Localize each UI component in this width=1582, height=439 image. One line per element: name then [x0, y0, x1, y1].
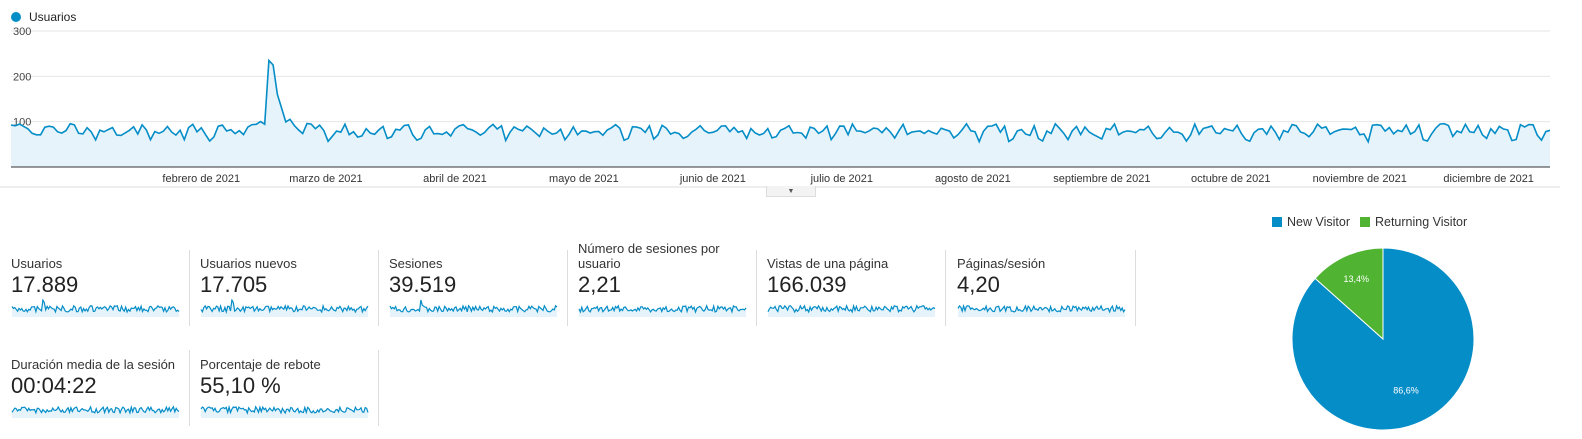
metric-label: Páginas/sesión	[957, 256, 1046, 271]
metric-value: 2,21	[578, 272, 621, 297]
sparkline	[200, 299, 369, 317]
y-tick-label: 100	[13, 117, 31, 129]
x-tick-label: agosto de 2021	[935, 173, 1011, 185]
series-dot-icon	[11, 12, 21, 22]
sparkline-line	[578, 303, 747, 314]
metric-label: Usuarios nuevos	[200, 256, 297, 271]
legend-label: New Visitor	[1287, 215, 1350, 229]
divider	[189, 250, 190, 326]
sparkline	[11, 404, 180, 418]
x-tick-label: octubre de 2021	[1191, 173, 1271, 185]
sparkline-area	[579, 305, 746, 317]
users-line-chart[interactable]: 100 200 300 febrero de 2021 marzo de 2021 abr…	[0, 25, 1560, 195]
metric-label: Duración media de la sesión	[11, 357, 176, 372]
sparkline-area	[958, 305, 1125, 317]
metric-value: 39.519	[389, 272, 457, 297]
divider	[945, 250, 946, 326]
sparkline-line	[11, 404, 180, 415]
pie-slice-label: 86,6%	[1393, 385, 1419, 395]
x-tick-label: junio de 2021	[679, 173, 746, 185]
metric-pages-per-session[interactable]: Páginas/sesión 4,20	[957, 241, 1135, 317]
legend-item-new-visitor[interactable]: New Visitor	[1272, 215, 1350, 229]
metric-label: Número de sesiones por usuario	[578, 241, 720, 271]
metric-sessions[interactable]: Sesiones 39.519	[389, 241, 567, 317]
divider	[567, 250, 568, 326]
visitor-type-pie-chart[interactable]: 86,6% 13,4%	[1290, 246, 1476, 432]
sparkline-line	[389, 299, 558, 314]
sparkline	[578, 303, 747, 317]
metric-value: 17.705	[200, 272, 268, 297]
x-tick-label: mayo de 2021	[549, 173, 619, 185]
pie-slice-returning-visitor	[1314, 247, 1384, 341]
y-tick-label: 200	[13, 71, 31, 83]
metric-value: 55,10 %	[200, 373, 281, 398]
x-tick-label: marzo de 2021	[289, 173, 362, 185]
metric-label: Porcentaje de rebote	[200, 357, 321, 372]
metric-value: 00:04:22	[11, 373, 97, 398]
divider	[756, 250, 757, 326]
metric-label: Usuarios	[11, 256, 63, 271]
divider	[189, 350, 190, 426]
y-tick-label: 300	[13, 26, 31, 38]
sparkline-area	[12, 300, 179, 317]
pie-legend: New Visitor Returning Visitor	[1272, 215, 1477, 229]
sparkline	[767, 303, 936, 317]
x-tick-label: abril de 2021	[423, 173, 487, 185]
metric-bounce-rate[interactable]: Porcentaje de rebote 55,10 %	[200, 342, 378, 418]
sparkline	[389, 299, 558, 317]
sparkline	[200, 404, 369, 418]
metric-new-users[interactable]: Usuarios nuevos 17.705	[200, 241, 378, 317]
sparkline-line	[957, 303, 1126, 314]
metric-sessions-per-user[interactable]: Número de sesiones por usuario 2,21	[578, 241, 756, 317]
sparkline-line	[767, 303, 936, 314]
x-tick-label: febrero de 2021	[162, 173, 240, 185]
series-label: Usuarios	[29, 10, 77, 24]
metric-value: 17.889	[11, 272, 79, 297]
chart-legend: Usuarios	[11, 10, 76, 24]
swatch-icon	[1359, 217, 1370, 227]
x-tick-label: noviembre de 2021	[1313, 173, 1407, 185]
x-tick-label: septiembre de 2021	[1053, 173, 1150, 185]
legend-item-returning-visitor[interactable]: Returning Visitor	[1359, 215, 1468, 229]
series-line	[10, 58, 1551, 144]
metric-value: 4,20	[957, 272, 1000, 297]
series-area	[11, 60, 1550, 167]
metric-avg-session-duration[interactable]: Duración media de la sesión 00:04:22	[11, 342, 189, 418]
x-tick-label: julio de 2021	[810, 173, 873, 185]
legend-label: Returning Visitor	[1374, 215, 1468, 229]
sparkline-line	[11, 299, 180, 314]
chart-collapse-toggle[interactable]: ▼	[766, 186, 816, 197]
metric-label: Sesiones	[389, 256, 443, 271]
divider	[378, 250, 379, 326]
divider	[378, 350, 379, 426]
metric-users[interactable]: Usuarios 17.889	[11, 241, 189, 317]
pie-slice-label: 13,4%	[1343, 274, 1369, 284]
sparkline	[11, 299, 180, 317]
divider	[1135, 250, 1136, 326]
sparkline-line	[200, 404, 369, 415]
swatch-icon	[1272, 217, 1282, 227]
x-tick-label: diciembre de 2021	[1443, 173, 1534, 185]
metric-value: 166.039	[767, 272, 847, 297]
sparkline	[957, 303, 1126, 317]
chevron-down-icon: ▼	[787, 187, 795, 195]
metric-pageviews[interactable]: Vistas de una página 166.039	[767, 241, 945, 317]
sparkline-area	[390, 300, 557, 317]
metric-label: Vistas de una página	[767, 256, 889, 271]
sparkline-line	[200, 299, 369, 315]
